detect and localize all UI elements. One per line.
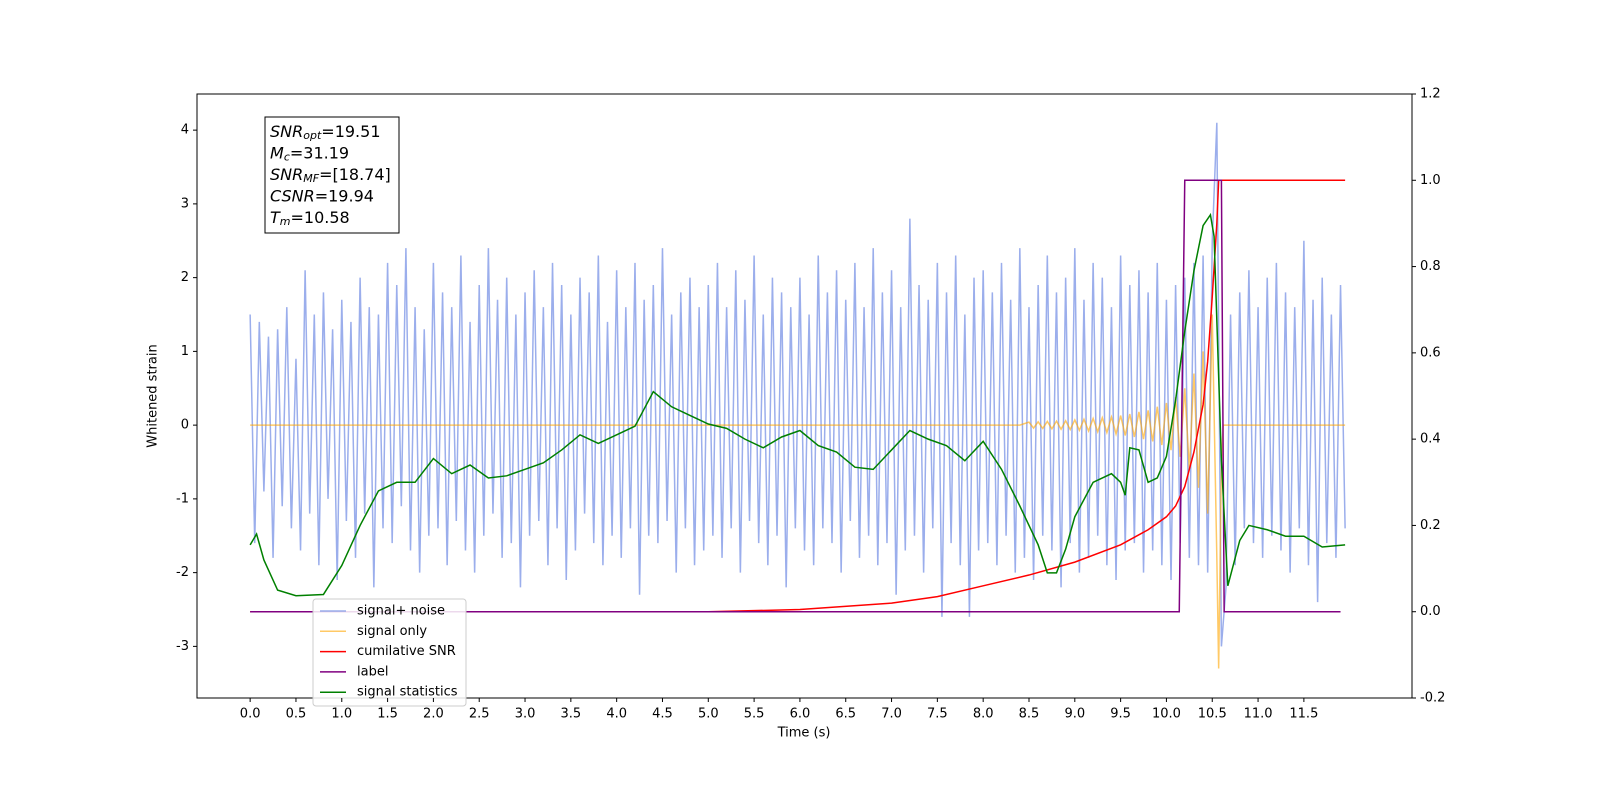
x-tick-label: 1.5 [377, 707, 398, 722]
x-tick-label: 0.5 [286, 707, 307, 722]
x-tick-label: 1.0 [331, 707, 352, 722]
annotation-value: =19.51 [321, 122, 380, 141]
x-tick-label: 2.5 [469, 707, 490, 722]
annotation-value: =10.58 [291, 208, 350, 227]
x-tick-label: 2.0 [423, 707, 444, 722]
x-tick-label: 9.5 [1110, 707, 1131, 722]
y2-tick-label: 0.8 [1420, 259, 1441, 274]
annotation-value: =31.19 [290, 143, 349, 162]
y-tick-label: -3 [176, 639, 189, 654]
legend-label: signal+ noise [357, 604, 445, 619]
annotation-subscript: m [280, 215, 291, 228]
x-tick-label: 8.5 [1019, 707, 1040, 722]
y2-tick-label: 1.2 [1420, 87, 1441, 102]
axes-frame [196, 93, 1413, 699]
series-line [250, 179, 1341, 613]
legend-label: signal only [357, 624, 427, 639]
y-axis-label: Whitened strain [146, 344, 161, 447]
annotation-symbol: CSNR [270, 186, 315, 205]
y-tick-label: -2 [176, 565, 189, 580]
x-tick-label: 10.5 [1198, 707, 1227, 722]
series-line [249, 122, 1346, 647]
plot-area [249, 122, 1346, 669]
annotation-box [264, 116, 400, 234]
annotation-line: Tm=10.58 [270, 208, 350, 229]
x-tick-label: 3.0 [515, 707, 536, 722]
series-line [250, 179, 1346, 613]
x-axis-label: Time (s) [777, 726, 831, 741]
series-line [250, 314, 1346, 669]
x-tick-label: 11.0 [1244, 707, 1273, 722]
y2-tick-label: 0.0 [1420, 604, 1441, 619]
annotation-value: =[18.74] [319, 165, 391, 184]
y-tick-label: 4 [181, 123, 189, 138]
x-tick-label: 0.0 [240, 707, 261, 722]
legend-box [312, 598, 467, 707]
annotation-line: SNRopt=19.51 [270, 122, 381, 143]
annotation-value: =19.94 [315, 186, 374, 205]
annotation-subscript: c [284, 151, 290, 164]
y2-tick-label: 0.2 [1420, 518, 1441, 533]
x-tick-label: 4.5 [652, 707, 673, 722]
legend: signal+ noise signal only cumilative SNR la… [312, 598, 467, 707]
y-tick-label: 2 [181, 270, 189, 285]
annotation-symbol: T [270, 208, 281, 227]
y-tick-label: 3 [181, 196, 189, 211]
y2-tick-label: -0.2 [1420, 691, 1445, 706]
annotation-subscript: MF [303, 172, 319, 185]
legend-label: signal statistics [357, 685, 458, 700]
annotation-line: CSNR=19.94 [270, 186, 374, 205]
x-tick-label: 11.5 [1289, 707, 1318, 722]
annotation-symbol: SNR [270, 165, 303, 184]
x-tick-label: 5.0 [698, 707, 719, 722]
y2-tick-label: 1.0 [1420, 173, 1441, 188]
y-tick-label: -1 [176, 491, 189, 506]
annotation-line: SNRMF=[18.74] [270, 165, 391, 186]
legend-label: cumilative SNR [357, 644, 456, 659]
x-tick-label: 10.0 [1152, 707, 1181, 722]
y2-tick-label: 0.6 [1420, 345, 1441, 360]
annotation-subscript: opt [303, 129, 322, 142]
y-tick-label: 0 [181, 418, 189, 433]
x-tick-label: 6.5 [835, 707, 856, 722]
annotation-line: Mc=31.19 [270, 143, 349, 164]
series-line [249, 212, 1346, 597]
y-tick-label: 1 [181, 344, 189, 359]
x-tick-label: 7.5 [927, 707, 948, 722]
annotation: SNRopt=19.51Mc=31.19SNRMF=[18.74]CSNR=19… [270, 122, 391, 229]
legend-label: label [357, 664, 388, 679]
x-tick-label: 6.0 [790, 707, 811, 722]
x-tick-label: 3.5 [561, 707, 582, 722]
annotation-symbol: SNR [270, 122, 303, 141]
x-tick-label: 9.0 [1064, 707, 1085, 722]
y2-tick-label: 0.4 [1420, 432, 1441, 447]
x-tick-label: 8.0 [973, 707, 994, 722]
x-tick-label: 7.0 [881, 707, 902, 722]
x-tick-label: 4.0 [606, 707, 627, 722]
annotation-symbol: M [270, 143, 284, 162]
x-tick-label: 5.5 [744, 707, 765, 722]
